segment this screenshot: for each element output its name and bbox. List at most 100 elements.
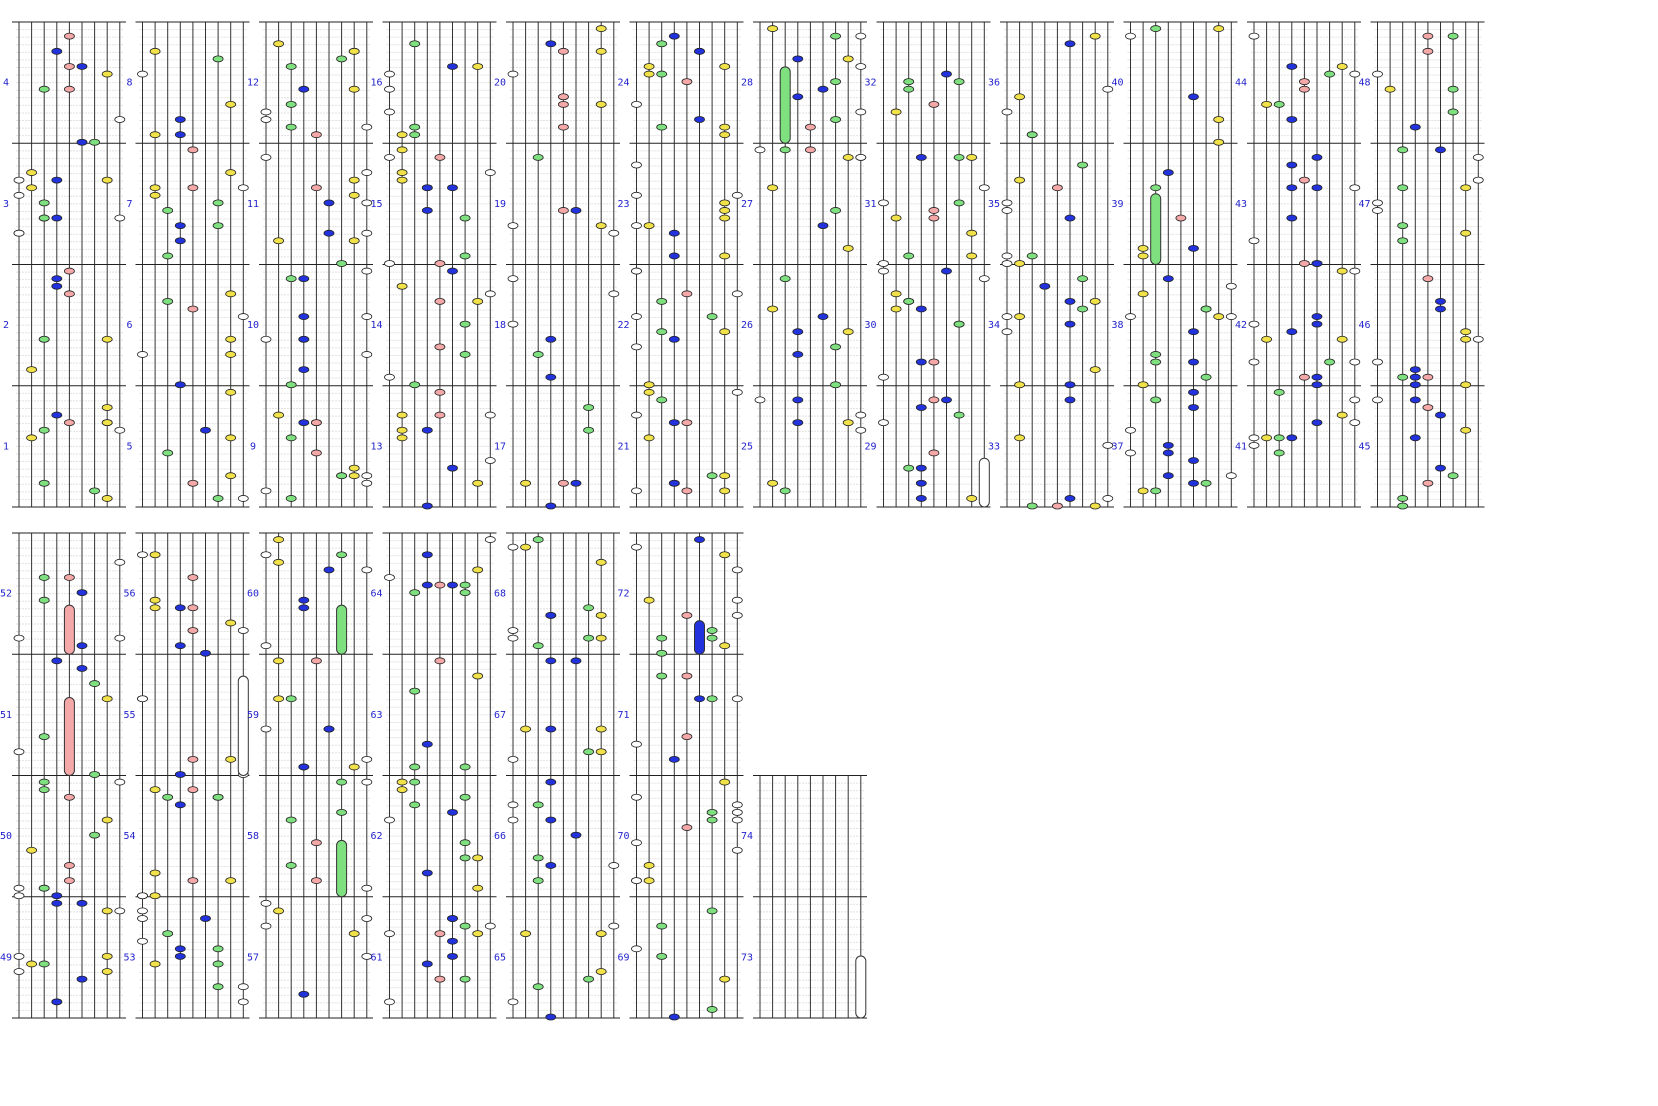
note xyxy=(719,199,731,207)
measure: 45 xyxy=(1358,385,1485,510)
note xyxy=(396,169,408,176)
note xyxy=(719,252,731,260)
note xyxy=(1064,297,1076,305)
note xyxy=(731,290,743,298)
note xyxy=(731,596,743,604)
note xyxy=(348,85,360,93)
note xyxy=(384,930,395,938)
note xyxy=(507,627,519,634)
note xyxy=(361,479,373,487)
note xyxy=(1372,199,1383,207)
note xyxy=(348,191,360,199)
measure: 46 xyxy=(1358,264,1485,389)
note xyxy=(459,581,471,589)
note xyxy=(64,32,75,40)
note xyxy=(260,551,272,559)
note xyxy=(64,793,75,801)
note xyxy=(668,755,680,763)
note xyxy=(384,816,395,824)
note xyxy=(26,366,38,373)
note xyxy=(409,687,421,695)
note xyxy=(174,945,186,953)
note xyxy=(114,634,126,642)
note xyxy=(298,85,310,93)
note xyxy=(114,907,126,915)
note xyxy=(323,199,335,207)
note xyxy=(631,411,642,419)
measure: 36 xyxy=(988,21,1114,144)
note xyxy=(187,604,199,612)
measure-number: 38 xyxy=(1111,320,1123,331)
note xyxy=(1001,252,1013,260)
note xyxy=(409,763,421,771)
note xyxy=(1064,40,1076,48)
note xyxy=(310,449,322,457)
note xyxy=(1001,108,1013,116)
note xyxy=(200,915,211,922)
note xyxy=(706,1006,718,1013)
note xyxy=(101,404,113,411)
measure: 21 xyxy=(617,385,744,508)
note xyxy=(694,116,705,123)
note xyxy=(273,237,285,245)
note xyxy=(583,748,594,756)
note xyxy=(754,396,766,404)
note xyxy=(1372,70,1383,78)
note xyxy=(1311,320,1323,328)
note xyxy=(903,464,915,472)
note xyxy=(1137,487,1149,495)
note xyxy=(855,108,867,116)
note xyxy=(903,78,915,86)
note xyxy=(1225,472,1237,480)
note xyxy=(409,131,421,139)
note xyxy=(174,131,186,139)
note xyxy=(719,123,731,131)
note xyxy=(447,915,458,922)
note xyxy=(1409,366,1421,373)
note xyxy=(1349,184,1361,192)
note xyxy=(187,627,199,634)
note xyxy=(1311,381,1323,389)
measure: 52 xyxy=(0,532,126,655)
note xyxy=(421,207,433,214)
note xyxy=(595,25,607,32)
long-note xyxy=(694,620,705,655)
note xyxy=(101,952,113,960)
measure: 17 xyxy=(494,385,620,510)
note xyxy=(260,899,272,907)
note xyxy=(149,184,161,192)
note xyxy=(1014,434,1025,442)
note xyxy=(361,169,373,176)
note xyxy=(656,396,668,404)
note xyxy=(719,131,731,139)
note xyxy=(174,642,186,650)
note xyxy=(260,642,272,650)
measure: 68 xyxy=(494,532,620,655)
note xyxy=(855,411,867,419)
note xyxy=(225,100,237,108)
measure-number: 32 xyxy=(864,78,876,89)
note xyxy=(434,343,446,351)
measure-number: 30 xyxy=(864,320,876,331)
note xyxy=(1188,404,1199,411)
measure-number: 61 xyxy=(370,952,382,963)
note xyxy=(631,161,642,169)
note xyxy=(114,778,126,786)
note xyxy=(928,449,940,457)
note xyxy=(656,328,668,336)
note xyxy=(595,558,607,566)
note xyxy=(915,154,927,161)
note xyxy=(1248,320,1260,328)
note xyxy=(1248,358,1260,366)
note xyxy=(348,472,360,480)
note xyxy=(1026,131,1038,139)
note xyxy=(681,824,693,831)
note xyxy=(631,191,642,199)
measure-number: 68 xyxy=(494,589,506,600)
note xyxy=(1213,313,1225,320)
note xyxy=(1311,184,1323,192)
measure: 9 xyxy=(250,385,373,508)
note xyxy=(656,649,668,657)
note xyxy=(1372,207,1383,214)
long-note xyxy=(779,66,791,144)
